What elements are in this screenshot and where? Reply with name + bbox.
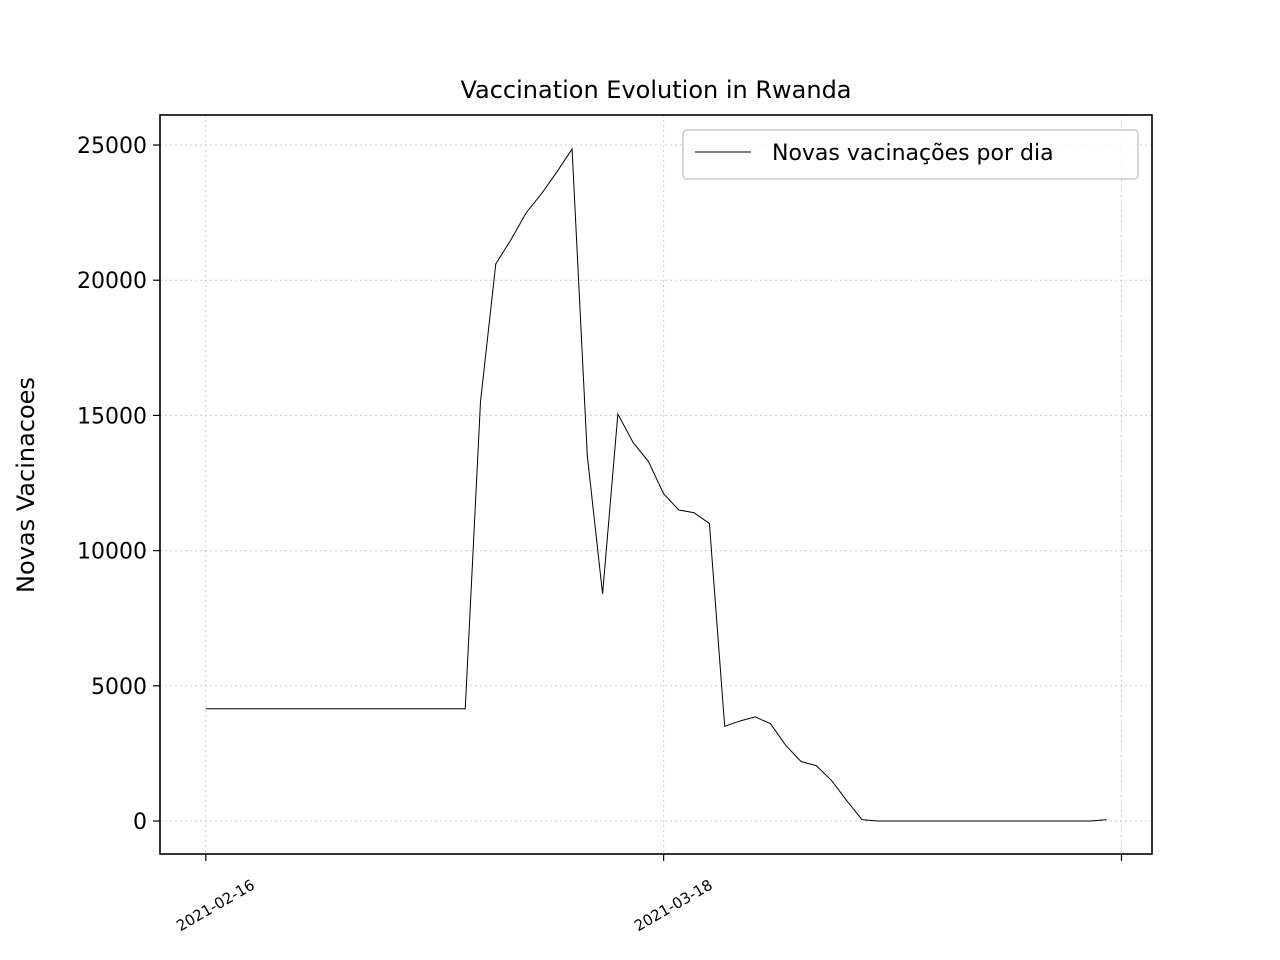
legend-box — [682, 129, 1139, 180]
y-tick-label: 15000 — [77, 404, 147, 429]
y-tick-label: 10000 — [77, 540, 147, 565]
y-tick-label: 5000 — [91, 675, 147, 700]
x-tick-label: 2021-02-16 — [173, 876, 258, 935]
data-line — [205, 147, 1107, 822]
chart-title: Vaccination Evolution in Rwanda — [460, 76, 851, 104]
plot-frame — [159, 114, 1153, 855]
y-tick-label: 20000 — [77, 269, 147, 294]
y-tick-label: 25000 — [77, 134, 147, 159]
legend-label: Novas vacinações por dia — [772, 141, 1054, 166]
x-tick-label: 2021-03-18 — [631, 876, 716, 935]
x-axis-label: Data — [633, 956, 690, 960]
y-tick-label: 0 — [133, 810, 147, 835]
y-axis-label: Novas Vacinacoes — [12, 377, 40, 593]
